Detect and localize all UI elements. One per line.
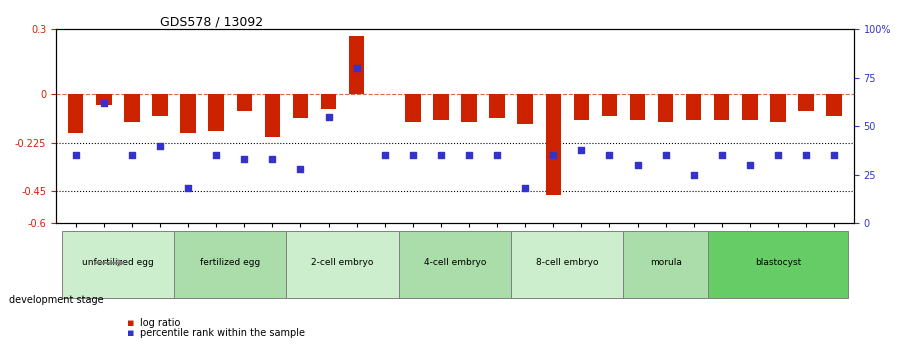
Bar: [433, 94, 448, 120]
Bar: [461, 94, 477, 122]
Point: [462, 153, 477, 158]
Point: [237, 157, 252, 162]
Point: [322, 114, 336, 119]
FancyBboxPatch shape: [399, 231, 511, 298]
FancyBboxPatch shape: [286, 231, 399, 298]
FancyBboxPatch shape: [623, 231, 708, 298]
FancyBboxPatch shape: [174, 231, 286, 298]
Point: [602, 153, 617, 158]
Point: [715, 153, 729, 158]
Text: fertilized egg: fertilized egg: [200, 258, 260, 267]
FancyBboxPatch shape: [62, 231, 174, 298]
Text: percentile rank within the sample: percentile rank within the sample: [140, 328, 305, 338]
Point: [659, 153, 673, 158]
Point: [743, 162, 757, 168]
Text: development stage: development stage: [9, 295, 103, 305]
Point: [153, 143, 168, 148]
Bar: [208, 94, 224, 131]
Bar: [686, 94, 701, 120]
Text: ▪: ▪: [127, 328, 134, 338]
Bar: [293, 94, 308, 118]
Bar: [770, 94, 786, 122]
Point: [631, 162, 645, 168]
Bar: [124, 94, 140, 122]
Point: [378, 153, 392, 158]
Bar: [321, 94, 336, 109]
Bar: [517, 94, 533, 124]
Point: [574, 147, 589, 152]
Bar: [152, 94, 168, 116]
Bar: [265, 94, 280, 137]
Point: [490, 153, 505, 158]
Point: [181, 186, 196, 191]
FancyBboxPatch shape: [511, 231, 623, 298]
Point: [546, 153, 561, 158]
Text: log ratio: log ratio: [140, 318, 181, 327]
Text: 2-cell embryo: 2-cell embryo: [312, 258, 374, 267]
Bar: [489, 94, 505, 118]
Bar: [798, 94, 814, 111]
Point: [209, 153, 224, 158]
Bar: [180, 94, 196, 133]
Text: 4-cell embryo: 4-cell embryo: [424, 258, 487, 267]
Bar: [602, 94, 617, 116]
Point: [265, 157, 280, 162]
Bar: [68, 94, 83, 133]
Point: [771, 153, 786, 158]
Bar: [573, 94, 589, 120]
Text: morula: morula: [650, 258, 681, 267]
Bar: [545, 94, 561, 195]
Point: [294, 166, 308, 172]
Bar: [658, 94, 673, 122]
Bar: [714, 94, 729, 120]
Text: 8-cell embryo: 8-cell embryo: [536, 258, 599, 267]
Bar: [236, 94, 252, 111]
Bar: [630, 94, 645, 120]
Point: [125, 153, 140, 158]
Text: ▪: ▪: [127, 318, 134, 327]
Point: [827, 153, 842, 158]
Bar: [96, 94, 111, 105]
Text: blastocyst: blastocyst: [755, 258, 801, 267]
Text: GDS578 / 13092: GDS578 / 13092: [159, 15, 263, 28]
FancyBboxPatch shape: [708, 231, 848, 298]
Point: [97, 100, 111, 106]
Bar: [826, 94, 842, 116]
Point: [434, 153, 448, 158]
Bar: [349, 36, 364, 94]
Bar: [405, 94, 420, 122]
Point: [687, 172, 701, 178]
Point: [406, 153, 420, 158]
Point: [518, 186, 533, 191]
Point: [799, 153, 814, 158]
Bar: [742, 94, 757, 120]
Point: [69, 153, 83, 158]
Text: unfertilized egg: unfertilized egg: [82, 258, 154, 267]
Point: [350, 65, 364, 71]
